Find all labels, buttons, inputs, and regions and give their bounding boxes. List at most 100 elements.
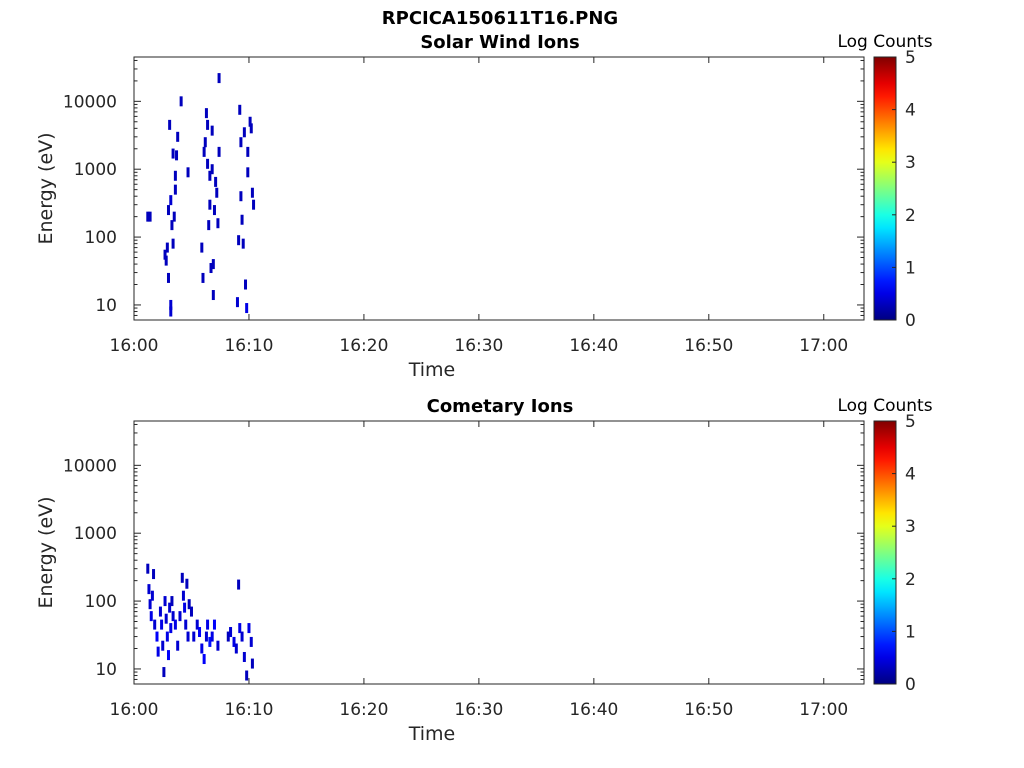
colorbar-tick-label: 4	[905, 101, 916, 121]
y-tick-label: 1000	[74, 160, 117, 180]
cometary-ions-panel: Cometary Ions 16:00 16:10 16:20 16:30 16:40 16…	[35, 396, 933, 745]
data-cell	[168, 119, 172, 130]
data-cell	[161, 640, 165, 651]
data-cell	[216, 640, 220, 651]
data-cell	[232, 636, 236, 647]
x-tick-label: 16:50	[684, 336, 733, 356]
data-cell	[200, 643, 204, 654]
data-cell	[173, 619, 177, 630]
data-cell	[246, 167, 250, 178]
data-cell	[226, 631, 230, 642]
data-cell	[204, 108, 208, 119]
data-cell	[163, 596, 167, 607]
data-cell	[164, 255, 168, 266]
data-cell	[229, 627, 233, 638]
x-tick-label: 16:40	[569, 700, 618, 720]
data-cell	[155, 631, 159, 642]
data-cell	[208, 199, 212, 210]
data-cell	[214, 176, 218, 187]
data-cell	[173, 184, 177, 195]
data-cell	[163, 249, 167, 260]
data-cell	[210, 125, 214, 136]
x-tick-label: 16:50	[684, 700, 733, 720]
colorbar-tick-label: 2	[905, 570, 916, 590]
panel-title: Cometary Ions	[427, 396, 574, 417]
data-cell	[206, 119, 210, 130]
x-tick-label: 16:20	[339, 336, 388, 356]
data-cell	[189, 606, 193, 617]
data-cell	[164, 613, 168, 624]
data-cell	[170, 220, 174, 231]
data-cell	[186, 631, 190, 642]
y-tick-label: 100	[85, 228, 117, 248]
data-cell	[169, 623, 173, 634]
data-cell	[212, 619, 216, 630]
data-cell	[250, 187, 254, 198]
plot-area	[133, 56, 865, 321]
colorbar-tick-label: 1	[905, 258, 916, 278]
data-cell	[208, 636, 212, 647]
data-cell	[247, 623, 251, 634]
data-cell	[210, 164, 214, 175]
data-cell	[170, 596, 174, 607]
data-cell	[160, 619, 164, 630]
y-tick-label: 10	[95, 660, 117, 680]
data-cell	[252, 199, 256, 210]
colorbar-tick-label: 1	[905, 622, 916, 642]
data-cell	[246, 146, 250, 157]
data-cell	[207, 220, 211, 231]
data-cell	[249, 636, 253, 647]
x-tick-label: 16:00	[110, 336, 159, 356]
colorbar-tick-label: 3	[905, 153, 916, 173]
data-cell	[237, 579, 241, 590]
data-cell	[200, 242, 204, 253]
x-tick-label: 16:10	[224, 700, 273, 720]
data-cell	[183, 602, 187, 613]
data-cell	[237, 235, 241, 246]
solar-wind-panel: Solar Wind Ions 16:00 16:10 16:20 16:30 16:40…	[35, 32, 933, 381]
data-cell	[169, 299, 173, 310]
data-cell	[216, 218, 220, 229]
data-cell	[241, 238, 245, 249]
data-cell	[235, 297, 239, 308]
data-cell	[185, 578, 189, 589]
panel-title: Solar Wind Ions	[420, 32, 579, 53]
data-cell	[171, 148, 175, 159]
data-cell	[181, 590, 185, 601]
data-cell	[203, 137, 207, 148]
data-cell	[179, 96, 183, 107]
data-cell	[209, 263, 213, 274]
data-cell	[166, 205, 170, 216]
y-tick-label: 1000	[74, 524, 117, 544]
data-cell	[211, 290, 215, 301]
data-cell	[239, 137, 243, 148]
data-cell	[150, 590, 154, 601]
data-cell	[212, 205, 216, 216]
x-axis-label: Time	[408, 723, 456, 745]
figure-title: RPCICA150611T16.PNG	[382, 8, 618, 29]
data-cell	[242, 651, 246, 662]
data-cell	[147, 584, 151, 595]
x-tick-label: 16:10	[224, 336, 273, 356]
x-tick-label: 16:00	[110, 700, 159, 720]
y-tick-label: 100	[85, 592, 117, 612]
data-cell	[206, 619, 210, 630]
data-cell	[186, 167, 190, 178]
data-cell	[240, 214, 244, 225]
data-cell	[250, 658, 254, 669]
data-cell	[166, 272, 170, 283]
colorbar-tick-label: 5	[905, 412, 916, 432]
x-tick-label: 16:30	[454, 700, 503, 720]
data-cell	[192, 631, 196, 642]
colorbar-tick-label: 5	[905, 48, 916, 68]
data-cell	[238, 104, 242, 115]
data-cell	[149, 611, 153, 622]
data-cell	[171, 238, 175, 249]
data-cell	[215, 187, 219, 198]
colorbar-label: Log Counts	[837, 32, 932, 52]
data-cell	[211, 259, 215, 270]
colorbar-label: Log Counts	[837, 396, 932, 416]
colorbar-tick-label: 4	[905, 465, 916, 485]
data-cell	[169, 306, 173, 317]
